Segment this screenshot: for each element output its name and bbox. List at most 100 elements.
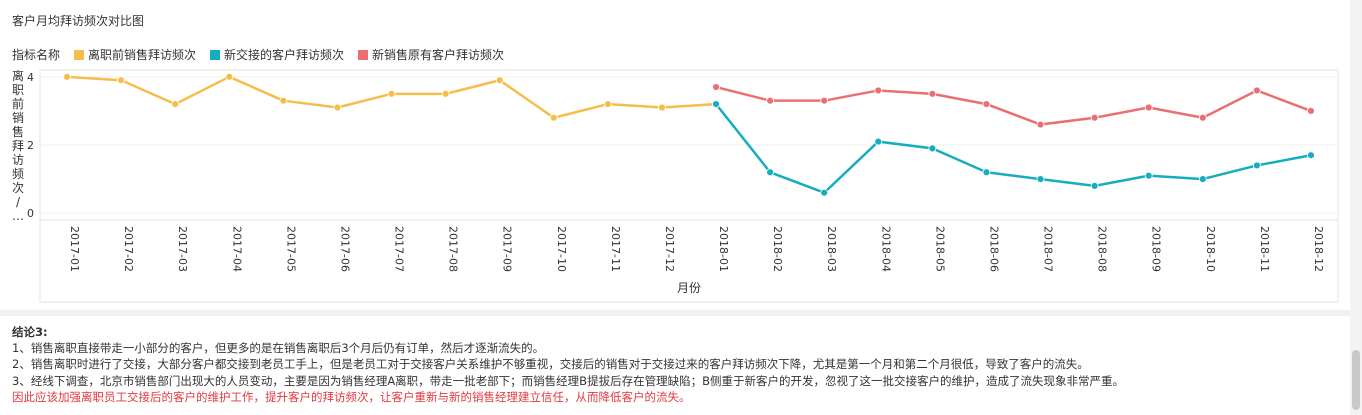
x-tick-label-2017-11: 2017-11 xyxy=(609,226,622,272)
x-tick-label-2017-07: 2017-07 xyxy=(393,226,406,272)
point-2-2018-10 xyxy=(1198,113,1207,122)
y-tick-label-4: 4 xyxy=(27,71,34,84)
x-tick-label-2018-12: 2018-12 xyxy=(1312,226,1325,272)
legend-title: 指标名称 xyxy=(12,48,61,62)
point-0-2017-01 xyxy=(63,72,71,81)
x-tick-label-2018-09: 2018-09 xyxy=(1150,226,1163,272)
x-tick-label-2017-12: 2017-12 xyxy=(663,226,676,272)
x-tick-label-2018-06: 2018-06 xyxy=(987,226,1000,272)
point-1-2018-02 xyxy=(766,168,775,177)
point-0-2017-07 xyxy=(387,89,396,98)
x-tick-label-2017-10: 2017-10 xyxy=(555,226,568,272)
y-axis-title-char: … xyxy=(12,209,24,223)
conclusion-highlight: 因此应该加强离职员工交接后的客户的维护工作，提升客户的拜访频次，让客户重新与新的… xyxy=(12,389,691,404)
x-tick-label-2018-04: 2018-04 xyxy=(879,226,892,272)
y-tick-label-2: 2 xyxy=(27,139,34,152)
point-0-2017-09 xyxy=(495,76,504,85)
x-tick-label-2017-08: 2017-08 xyxy=(447,226,460,272)
y-axis-title-char: 职 xyxy=(12,83,24,97)
point-2-2018-05 xyxy=(928,89,937,98)
conclusion-title: 结论3: xyxy=(12,325,48,339)
point-2-2018-02 xyxy=(766,96,775,105)
y-axis-title-char: 拜 xyxy=(12,139,24,153)
x-tick-label-2018-08: 2018-08 xyxy=(1096,226,1109,272)
legend-label-1: 新交接的客户拜访频次 xyxy=(224,48,345,62)
point-1-2018-05 xyxy=(928,144,937,153)
chart-title: 客户月均拜访频次对比图 xyxy=(12,14,145,28)
chart-card: 客户月均拜访频次对比图 指标名称 离职前销售拜访频次 新交接的客户拜访频次 新销… xyxy=(0,0,1350,310)
point-0-2017-12 xyxy=(658,103,666,112)
x-tick-label-2018-05: 2018-05 xyxy=(933,226,946,272)
x-tick-label-2018-01: 2018-01 xyxy=(717,226,730,272)
legend: 指标名称 离职前销售拜访频次 新交接的客户拜访频次 新销售原有客户拜访频次 xyxy=(12,46,504,63)
conclusion-text: 结论3: 1、销售离职直接带走一小部分的客户，但更多的是在销售离职后3个月后仍有… xyxy=(12,324,1124,405)
point-2-2018-09 xyxy=(1144,103,1153,112)
x-tick-label-2017-04: 2017-04 xyxy=(230,226,243,272)
point-1-2018-08 xyxy=(1090,182,1099,190)
legend-swatch-0 xyxy=(74,49,85,60)
y-axis-title-char: 前 xyxy=(12,96,24,111)
x-tick-label-2018-11: 2018-11 xyxy=(1258,226,1271,272)
point-2-2018-11 xyxy=(1252,86,1261,95)
point-1-2018-07 xyxy=(1036,175,1045,183)
y-axis-title-char: 次 xyxy=(12,181,24,195)
conclusion-card: 结论3: 1、销售离职直接带走一小部分的客户，但更多的是在销售离职后3个月后仍有… xyxy=(0,316,1350,415)
point-1-2018-12 xyxy=(1307,151,1315,160)
point-2-2018-03 xyxy=(820,96,829,105)
x-tick-label-2017-02: 2017-02 xyxy=(122,226,135,272)
point-0-2017-10 xyxy=(549,113,558,122)
y-axis-title-char: 访 xyxy=(12,153,24,167)
x-axis-title: 月份 xyxy=(677,281,701,295)
point-1-2018-06 xyxy=(982,168,991,177)
point-0-2017-03 xyxy=(171,100,180,108)
point-2-2018-01 xyxy=(712,83,720,91)
point-1-2018-11 xyxy=(1252,161,1261,170)
x-tick-label-2018-02: 2018-02 xyxy=(771,226,784,272)
point-0-2017-05 xyxy=(279,96,288,105)
x-tick-label-2018-07: 2018-07 xyxy=(1042,226,1055,272)
point-1-2018-01 xyxy=(712,100,720,108)
legend-item-2[interactable]: 新销售原有客户拜访频次 xyxy=(358,46,504,63)
y-axis-title: 离职前销售拜访频次/… xyxy=(12,68,24,223)
y-axis-title-char: 频 xyxy=(12,167,24,181)
legend-label-0: 离职前销售拜访频次 xyxy=(88,48,197,62)
point-2-2018-06 xyxy=(982,100,991,108)
point-0-2017-02 xyxy=(117,76,126,85)
series-line-2 xyxy=(715,85,1312,126)
line-chart: 0 2 4 2017-01 2017-02 2017-03 2017-04 2017-05 20… xyxy=(12,68,1339,303)
x-tick-label-2017-06: 2017-06 xyxy=(338,226,351,272)
series-line-1 xyxy=(715,103,1312,194)
point-2-2018-08 xyxy=(1090,113,1099,122)
legend-label-2: 新销售原有客户拜访频次 xyxy=(372,48,505,62)
y-axis-title-char: / xyxy=(16,195,21,209)
point-2-2018-12 xyxy=(1307,107,1315,115)
legend-item-1[interactable]: 新交接的客户拜访频次 xyxy=(210,46,344,63)
point-0-2017-06 xyxy=(333,103,342,112)
point-1-2018-10 xyxy=(1198,175,1207,183)
y-axis-title-char: 离 xyxy=(12,68,24,83)
x-tick-label-2017-01: 2017-01 xyxy=(68,226,81,272)
conclusion-line-2: 2、销售离职时进行了交接，大部分客户都交接到老员工手上，但是老员工对于交接客户关… xyxy=(12,357,1089,372)
x-tick-label-2018-03: 2018-03 xyxy=(825,226,838,272)
y-tick-label-0: 0 xyxy=(27,207,34,220)
point-0-2017-11 xyxy=(603,100,612,108)
conclusion-line-3: 3、经线下调查，北京市销售部门出现大的人员变动，主要是因为销售经理A离职，带走一… xyxy=(12,373,1124,388)
point-1-2018-03 xyxy=(820,188,829,197)
x-tick-label-2018-10: 2018-10 xyxy=(1204,226,1217,272)
scrollbar[interactable] xyxy=(1350,0,1362,415)
point-0-2017-08 xyxy=(441,89,450,98)
scrollbar-thumb[interactable] xyxy=(1352,350,1360,410)
x-tick-label-2017-09: 2017-09 xyxy=(501,226,514,272)
legend-swatch-1 xyxy=(210,49,221,60)
point-2-2018-07 xyxy=(1036,120,1045,129)
y-axis-title-char: 售 xyxy=(12,124,24,139)
y-axis-title-char: 销 xyxy=(12,111,24,125)
x-tick-label-2017-05: 2017-05 xyxy=(284,226,297,272)
x-tick-label-2017-03: 2017-03 xyxy=(176,226,189,272)
point-2-2018-04 xyxy=(874,86,883,95)
point-0-2017-04 xyxy=(225,72,234,81)
legend-swatch-2 xyxy=(358,49,369,60)
legend-item-0[interactable]: 离职前销售拜访频次 xyxy=(74,46,196,63)
point-1-2018-09 xyxy=(1144,171,1153,180)
conclusion-line-1: 1、销售离职直接带走一小部分的客户，但更多的是在销售离职后3个月后仍有订单，然后… xyxy=(12,341,545,356)
